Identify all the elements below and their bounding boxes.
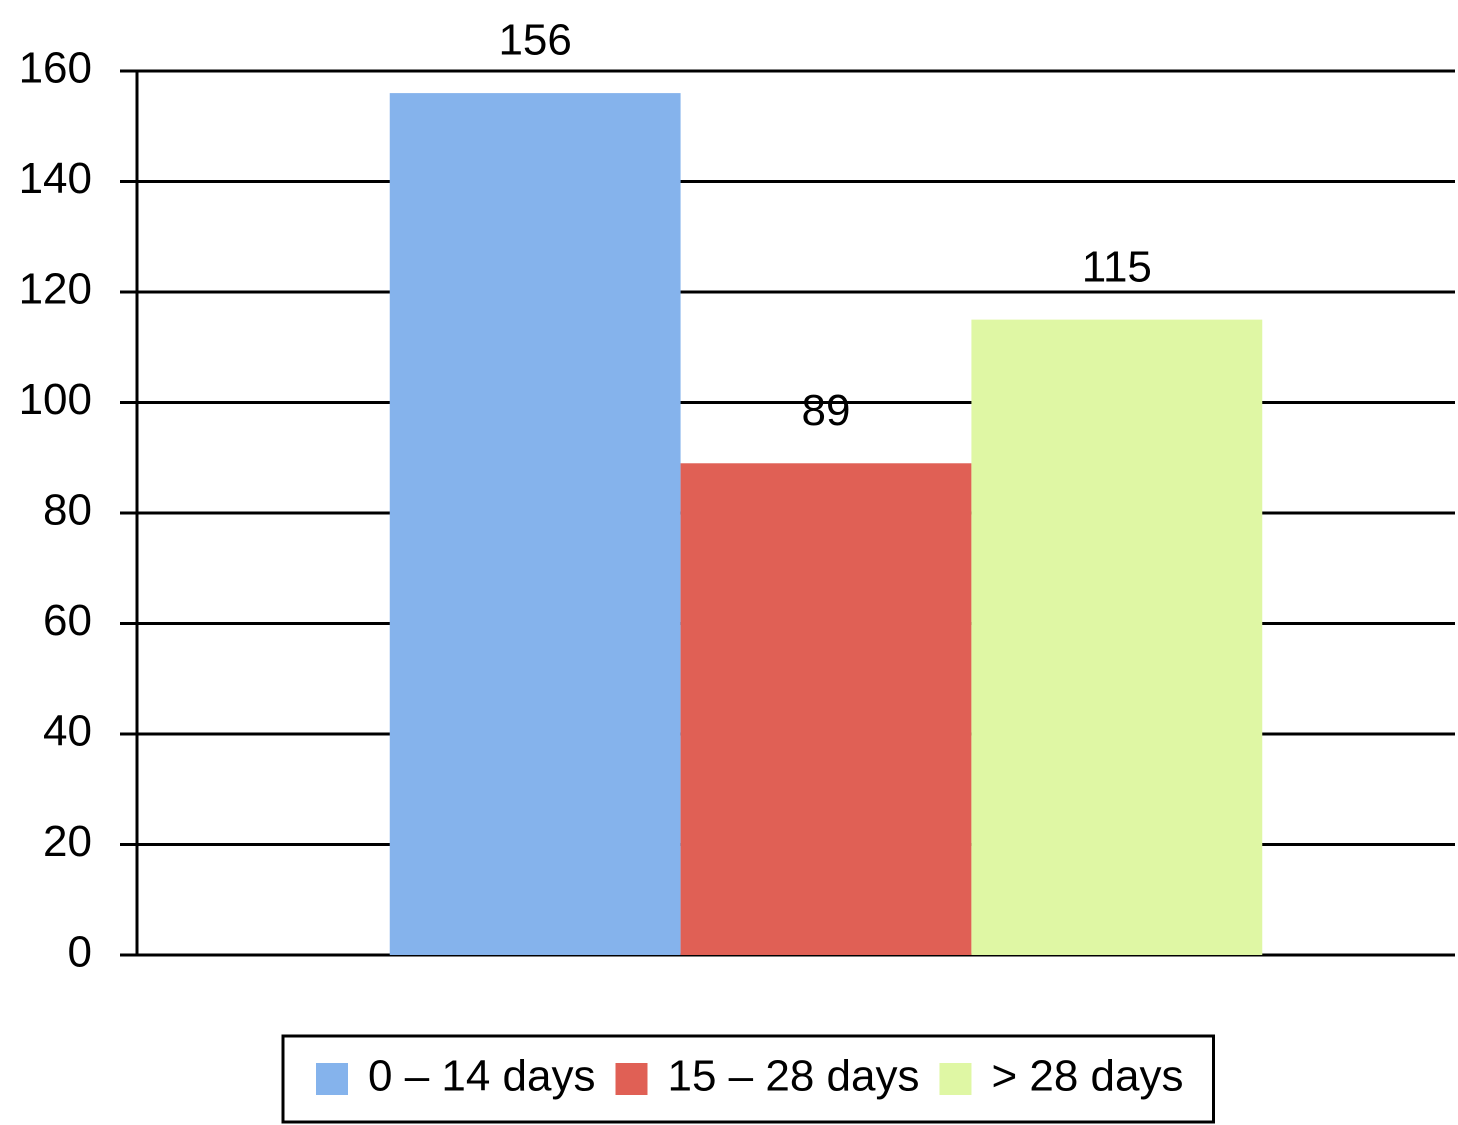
legend-label: 15 – 28 days (668, 1052, 920, 1101)
legend-swatch (615, 1063, 648, 1095)
value-label: 89 (802, 386, 851, 435)
y-tick-label: 20 (43, 817, 92, 866)
y-tick-label: 140 (19, 154, 92, 203)
legend-label: > 28 days (991, 1052, 1183, 1101)
legend-box (281, 1034, 1215, 1124)
legend-swatch (939, 1063, 972, 1095)
bar (680, 463, 972, 955)
y-tick-label: 60 (43, 596, 92, 645)
bar (389, 93, 681, 956)
y-tick-label: 40 (43, 707, 92, 756)
bar (971, 319, 1263, 955)
y-tick-label: 120 (19, 265, 92, 314)
y-tick-label: 100 (19, 375, 92, 424)
legend-label: 0 – 14 days (368, 1052, 596, 1101)
y-tick-label: 80 (43, 486, 92, 535)
value-label: 115 (1082, 242, 1152, 291)
legend-swatch (316, 1063, 348, 1095)
value-label: 156 (498, 16, 571, 65)
y-tick-label: 0 (68, 928, 92, 977)
y-tick-label: 160 (19, 44, 92, 93)
